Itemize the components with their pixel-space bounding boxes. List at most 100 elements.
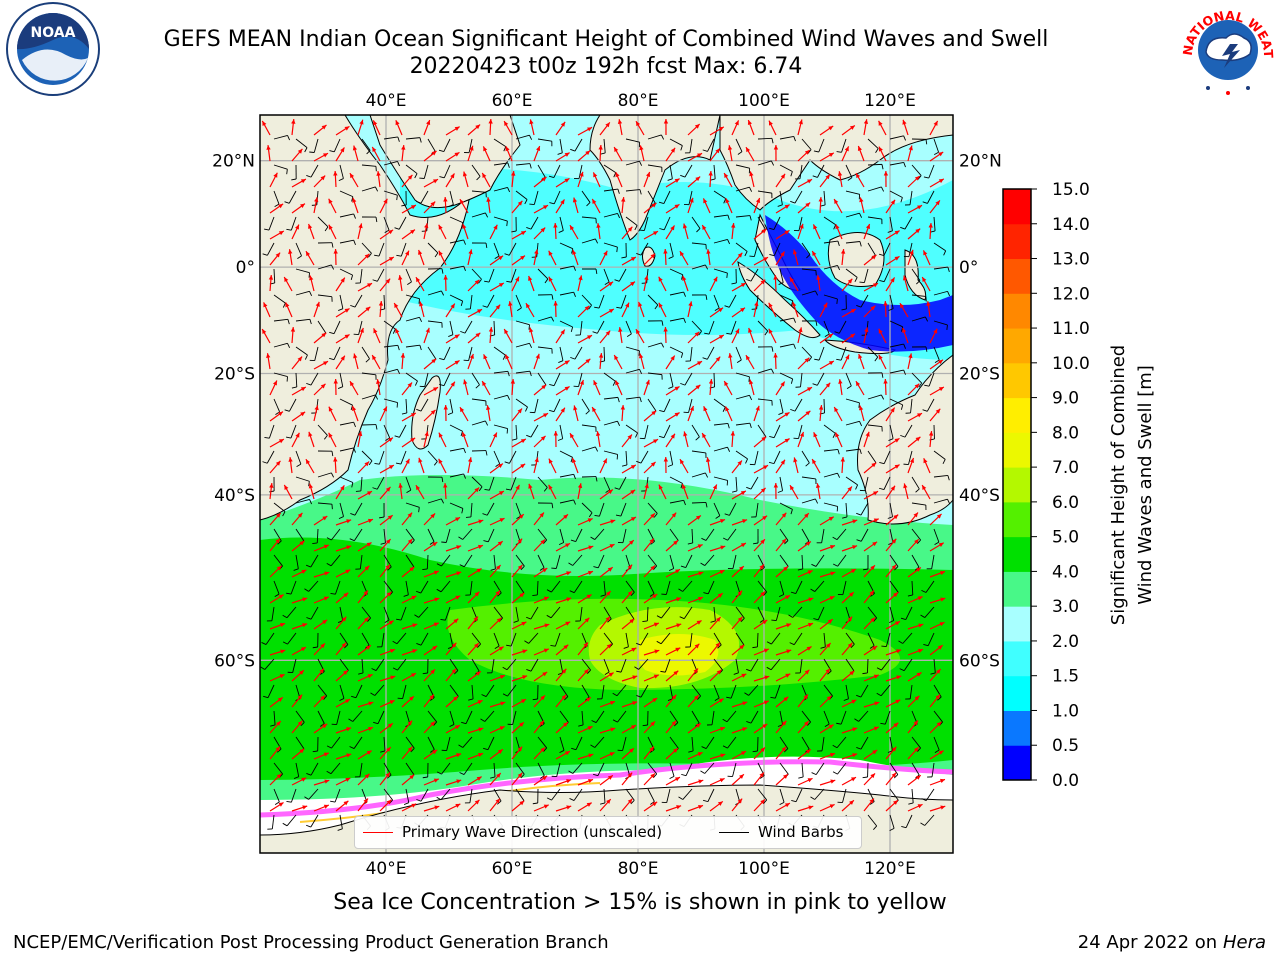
- wave-arrow-head: [496, 617, 502, 623]
- wind-barb: [559, 138, 563, 153]
- wind-barb-flag: [430, 749, 435, 753]
- wind-barb-flag: [771, 138, 774, 144]
- wind-barb-flag: [379, 516, 385, 519]
- wave-arrow-head: [299, 670, 304, 675]
- wave-arrow-head: [630, 517, 636, 522]
- wind-barb-flag: [422, 568, 428, 571]
- wind-barb: [713, 294, 720, 309]
- wind-barb-flag: [419, 345, 422, 351]
- wave-arrow-head: [632, 675, 638, 680]
- wind-barb: [339, 239, 354, 244]
- wave-arrow-head: [899, 303, 905, 309]
- wind-barb: [845, 268, 858, 278]
- wave-arrow-head: [495, 798, 500, 804]
- wave-arrow-head: [483, 354, 488, 360]
- wave-arrow-head: [275, 512, 281, 518]
- wave-arrow-head: [320, 695, 325, 701]
- wind-barb-flag: [850, 643, 855, 649]
- wind-barb: [845, 632, 855, 645]
- wind-barb-flag: [668, 386, 674, 389]
- wind-barb: [295, 268, 310, 274]
- wind-barb: [905, 606, 913, 620]
- wind-barb: [713, 658, 723, 671]
- wind-barb: [339, 632, 349, 645]
- wave-arrow-head: [517, 200, 523, 206]
- wave-arrow-head: [891, 772, 897, 778]
- wave-arrow-head: [715, 148, 720, 154]
- wind-barb: [361, 606, 371, 619]
- wind-barb: [581, 658, 591, 671]
- wind-barb: [427, 736, 435, 750]
- wind-barb-flag: [856, 512, 862, 516]
- wind-barb: [510, 476, 517, 491]
- wind-barb: [559, 424, 564, 439]
- wave-arrow-head: [340, 485, 345, 491]
- lat-tick-label-right: 20°N: [959, 152, 1002, 172]
- wind-barb-flag: [374, 254, 380, 257]
- wind-barb-flag: [859, 421, 863, 427]
- wave-arrow-head: [878, 354, 883, 360]
- wind-barb: [735, 632, 745, 645]
- wind-barb-flag: [636, 460, 642, 464]
- wave-arrow-head: [938, 387, 944, 392]
- wave-arrow-head: [807, 570, 813, 575]
- wind-barb: [620, 658, 627, 673]
- wind-barb: [735, 476, 738, 491]
- wind-barb: [625, 788, 635, 801]
- wind-barb-flag: [661, 320, 664, 326]
- wave-arrow-head: [515, 276, 519, 282]
- wave-arrow-head: [618, 327, 623, 332]
- wind-barb-flag: [588, 512, 593, 518]
- wave-arrow-head: [675, 647, 681, 652]
- wind-barb: [816, 372, 825, 386]
- wave-arrow-head: [805, 749, 811, 754]
- lon-tick-label-top: 60°E: [492, 91, 533, 111]
- wind-barb-flag: [353, 213, 356, 219]
- wind-barb: [757, 424, 767, 437]
- wave-arrow-head: [398, 275, 403, 280]
- wave-arrow-head: [598, 145, 603, 150]
- wave-arrow-head: [804, 721, 809, 726]
- wind-barb-flag: [401, 204, 407, 207]
- wave-arrow-head: [443, 275, 448, 280]
- wave-arrow-head: [433, 622, 439, 627]
- wave-arrow-head: [474, 279, 480, 285]
- wave-arrow-head: [609, 752, 615, 757]
- wind-barb-flag: [396, 195, 398, 201]
- wind-barb-flag: [947, 291, 951, 297]
- lon-tick-label-bottom: 100°E: [738, 859, 790, 879]
- wave-arrow-head: [572, 249, 577, 255]
- wave-arrow-head: [781, 720, 787, 726]
- wave-arrow-head: [805, 541, 811, 546]
- wind-barb-flag: [793, 343, 796, 349]
- wind-barb-flag: [889, 620, 894, 624]
- wind-barb: [470, 502, 473, 517]
- wave-arrow-head: [492, 432, 497, 438]
- wind-barb: [449, 190, 454, 205]
- wave-arrow-head: [855, 381, 861, 387]
- wave-arrow-head: [780, 381, 785, 387]
- wave-arrow-head: [349, 173, 355, 179]
- wave-arrow-head: [498, 491, 504, 496]
- wave-arrow-head: [848, 592, 854, 597]
- footer-date: 24 Apr 2022 on Hera: [1078, 932, 1266, 953]
- wind-barb-flag: [887, 750, 893, 753]
- wind-barb-flag: [270, 724, 276, 727]
- wave-arrow-head: [617, 119, 623, 125]
- wind-barb: [333, 320, 341, 334]
- wave-arrow-head: [596, 223, 601, 228]
- wave-arrow-head: [835, 432, 840, 438]
- wave-arrow-head: [840, 249, 846, 254]
- wind-barb: [512, 710, 517, 725]
- wind-barb: [713, 422, 728, 426]
- wind-barb-flag: [392, 667, 398, 671]
- wind-barb: [464, 320, 473, 334]
- wind-barb-flag: [659, 409, 665, 413]
- wind-barb: [427, 242, 439, 254]
- wind-barb: [581, 446, 596, 452]
- wind-barb-flag: [422, 776, 428, 779]
- wave-arrow-head: [847, 642, 853, 648]
- wave-arrow-head: [608, 309, 614, 314]
- wind-barb: [290, 580, 297, 595]
- lat-tick-label-left: 0°: [236, 258, 255, 278]
